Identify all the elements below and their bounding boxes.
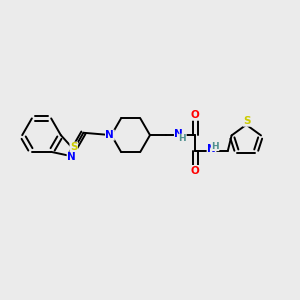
Text: N: N xyxy=(106,130,114,140)
Text: N: N xyxy=(207,144,216,154)
Text: H: H xyxy=(211,142,219,151)
Text: N: N xyxy=(67,152,76,162)
Text: S: S xyxy=(243,116,250,126)
Text: S: S xyxy=(70,142,77,152)
Text: H: H xyxy=(178,134,186,143)
Text: N: N xyxy=(175,129,183,139)
Text: O: O xyxy=(191,110,200,120)
Text: O: O xyxy=(191,166,200,176)
